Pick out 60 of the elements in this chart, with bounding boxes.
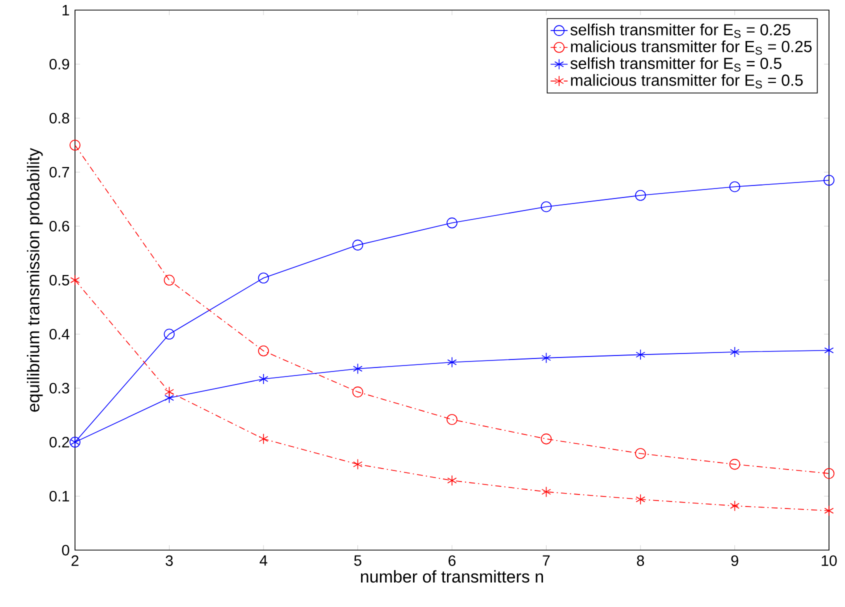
point: [824, 174, 834, 186]
point: [730, 500, 740, 512]
y-tick-label: 0.4: [50, 328, 70, 340]
point: [258, 272, 269, 284]
point: [446, 414, 458, 425]
y-tick-label: 0.9: [50, 58, 70, 70]
point: [447, 356, 457, 368]
x-tick-label: 3: [166, 555, 173, 566]
point: [446, 217, 458, 228]
point: [540, 433, 552, 444]
y-tick-label: 0.7: [50, 166, 70, 178]
point: [70, 140, 80, 150]
point: [730, 346, 740, 358]
point: [447, 475, 457, 486]
x-tick-label: 6: [448, 555, 456, 566]
point: [729, 181, 740, 192]
x-tick-label: 2: [72, 555, 78, 566]
y-axis-title: equilibrium transmission probability: [26, 148, 43, 412]
legend-label: selfish transmitter for E$_{S}$ = 0.25: [570, 24, 790, 38]
point: [258, 345, 269, 356]
point: [70, 274, 80, 286]
point: [352, 386, 364, 398]
point: [164, 386, 174, 398]
point: [164, 392, 174, 404]
x-axis-title: number of transmitters n: [361, 570, 543, 583]
point: [542, 486, 551, 498]
point: [636, 494, 646, 505]
point: [636, 349, 646, 360]
legend-label: malicious transmitter for E$_{S}$ = 0.5: [571, 74, 803, 88]
point: [635, 448, 646, 459]
legend-label: selfish transmitter for E$_{S}$ = 0.5: [570, 57, 782, 72]
y-tick-label: 0.8: [50, 112, 70, 124]
y-tick-label: 1: [62, 4, 70, 16]
y-tick-label: 0.3: [50, 382, 70, 394]
point: [353, 363, 362, 374]
point: [258, 373, 268, 384]
x-tick-label: 8: [636, 555, 644, 566]
point: [635, 190, 646, 201]
point: [824, 468, 834, 479]
point: [164, 274, 175, 286]
y-tick-label: 0.6: [50, 220, 70, 232]
point: [729, 458, 740, 470]
point: [352, 240, 364, 250]
point: [824, 505, 834, 516]
x-tick-label: 5: [354, 555, 362, 566]
y-tick-label: 0.5: [50, 274, 70, 286]
x-tick-label: 10: [822, 555, 837, 566]
y-tick-label: 0.1: [50, 490, 70, 502]
point: [824, 344, 834, 356]
point: [258, 433, 268, 444]
point: [164, 328, 175, 340]
x-tick-label: 9: [731, 555, 738, 566]
point: [542, 352, 551, 364]
y-tick-label: 0.2: [50, 436, 70, 448]
legend-label: malicious transmitter for E$_{S}$ = 0.25: [571, 40, 812, 55]
x-tick-label: 4: [260, 555, 268, 566]
point: [353, 458, 362, 470]
x-tick-label: 7: [542, 555, 550, 566]
y-tick-label: 0: [62, 544, 70, 556]
point: [540, 201, 552, 212]
